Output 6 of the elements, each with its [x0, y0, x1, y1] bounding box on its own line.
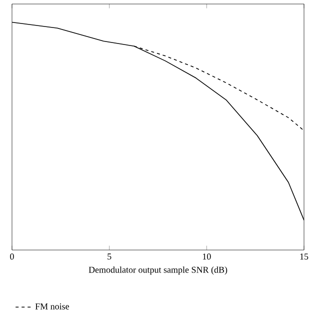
x-tick-label: 10: [202, 254, 211, 260]
legend-label: FM noise: [35, 303, 70, 310]
x-axis-title: Demodulator output sample SNR (dB): [88, 266, 228, 275]
x-tick-label: 5: [108, 254, 112, 260]
x-tick-label: 0: [10, 254, 14, 260]
x-tick-label: 15: [300, 254, 308, 260]
